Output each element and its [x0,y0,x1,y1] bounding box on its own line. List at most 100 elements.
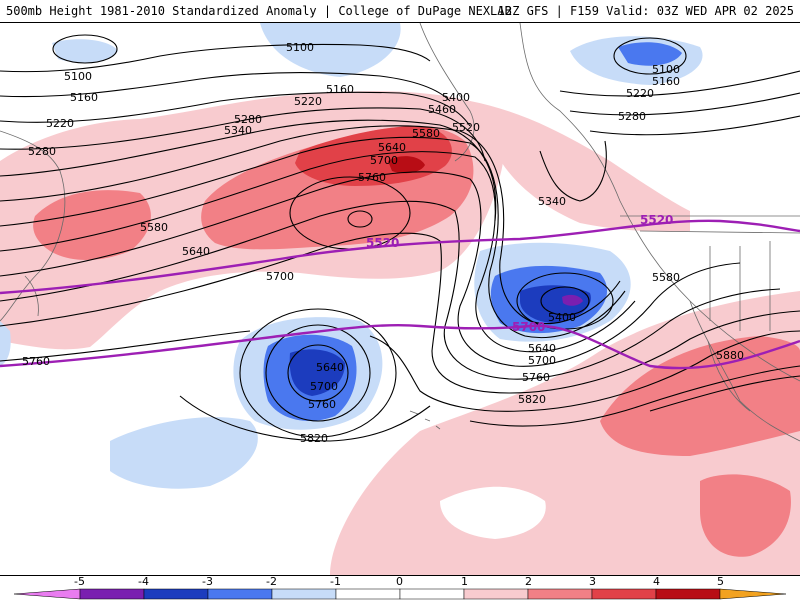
contour-5820 [179,365,800,442]
contour-label: 5640 [182,245,210,258]
contour-label: 5100 [652,63,680,76]
legend-right-arrow [719,588,787,600]
contour-5520 [0,151,636,353]
state-border-1 [639,230,800,234]
contour-label: 5820 [300,432,328,445]
neg4-region-trough [562,294,583,306]
neg3-region-trough [520,285,591,323]
contour-label: 5340 [224,124,252,137]
map-title: 500mb Height 1981-2010 Standardized Anom… [6,4,512,18]
contour-label: 5880 [716,349,744,362]
neg1-region-top-center [260,23,401,77]
coastline-alaska [419,22,475,162]
pos2-region-south [700,474,791,557]
thickness-label: 5520 [366,236,399,250]
contour-cutoff-ring-3 [239,308,397,438]
contour-5460 [0,136,626,339]
anomaly-fill-layer [0,23,800,575]
hawaii-islands [409,410,441,430]
contour-5760 [0,330,800,412]
legend-tick: 4 [653,575,660,588]
legend-tick: -3 [202,575,213,588]
contour-label: 5760 [522,371,550,384]
legend-tick: -1 [330,575,341,588]
contour-label: 5220 [626,87,654,100]
pos1-region-gulf [470,101,690,232]
legend-seg-pos1 [399,588,465,600]
legend-seg-neg5 [79,588,145,600]
contour-5580 [0,171,741,367]
contour-label: 5220 [294,95,322,108]
japan-islands [24,275,39,317]
contour-5100 [0,43,431,73]
contour-low-top-left [52,34,118,64]
contour-label: 5760 [358,171,386,184]
contour-label: 5280 [234,113,262,126]
legend-seg-pos3 [527,588,593,600]
header-bar: 500mb Height 1981-2010 Standardized Anom… [0,0,800,22]
model-run-label: 12Z GFS | F159 Valid: 03Z WED APR 02 202… [497,4,794,18]
legend-tick: 1 [461,575,468,588]
legend-seg-neg3 [207,588,273,600]
contour-label: 5640 [316,361,344,374]
pos4-region-central [388,156,425,174]
contour-closed-high [347,210,373,228]
contour-label: 5700 [370,154,398,167]
legend-seg-pos5 [655,588,721,600]
contour-label: 5160 [652,75,680,88]
legend-tick: -5 [74,575,85,588]
anomaly-map: 5100 5100 5160 5220 5160 5280 5220 5280 … [0,22,800,576]
legend-tick: 0 [396,575,403,588]
contour-label: 5700 [266,270,294,283]
contour-label: 5160 [70,91,98,104]
contour-label: 5280 [28,145,56,158]
contour-label: 5580 [412,127,440,140]
contour-label: 5580 [652,271,680,284]
contour-label: 5400 [442,91,470,104]
contour-label: 5520 [452,121,480,134]
neg1-region-left-edge [0,321,11,366]
legend-seg-neg1 [335,588,401,600]
contour-east-lines [559,70,800,136]
legend-tick: -4 [138,575,149,588]
contour-label: 5400 [548,311,576,324]
contour-label: 5640 [378,141,406,154]
contour-label: 5340 [538,195,566,208]
geography-layer [0,22,800,442]
pos2-region-west [33,190,151,260]
contour-trough-ring-1 [540,286,590,316]
contour-5880 [649,375,800,412]
legend-tick: 2 [525,575,532,588]
legend-seg-pos2 [463,588,529,600]
contour-5160 [0,72,451,102]
legend-seg-neg4 [143,588,209,600]
neg1-region-top-left [52,39,118,63]
thickness-label-layer: 5520 5520 5700 [366,213,673,334]
coastline-north-america [519,22,800,382]
thickness-label: 5520 [640,213,673,227]
thickness-5700-line [0,324,800,370]
contour-label: 5460 [428,103,456,116]
legend-seg-neg2 [271,588,337,600]
contour-5400 [0,125,621,325]
contour-5340-east [539,140,607,202]
contour-label: 5280 [618,110,646,123]
contour-5280 [0,107,486,162]
thickness-5520-line [0,219,800,295]
neg2-region-top-right [618,42,682,66]
zero-region-south-hole [440,486,546,539]
baja-coast [707,340,751,412]
contour-5220 [0,91,471,127]
contour-label: 5640 [528,342,556,355]
contour-low-top-right [613,37,687,75]
contour-cutoff-ring-1 [287,344,349,402]
legend-tick: 5 [717,575,724,588]
contour-label: 5760 [22,355,50,368]
legend-seg-pos4 [591,588,657,600]
legend-tick: -2 [266,575,277,588]
contour-label: 5760 [308,398,336,411]
neg3-region-cutoff [289,349,345,396]
contour-5640 [0,200,781,380]
legend-tick: 3 [589,575,596,588]
contour-label-layer: 5100 5100 5160 5220 5160 5280 5220 5280 … [22,41,744,445]
